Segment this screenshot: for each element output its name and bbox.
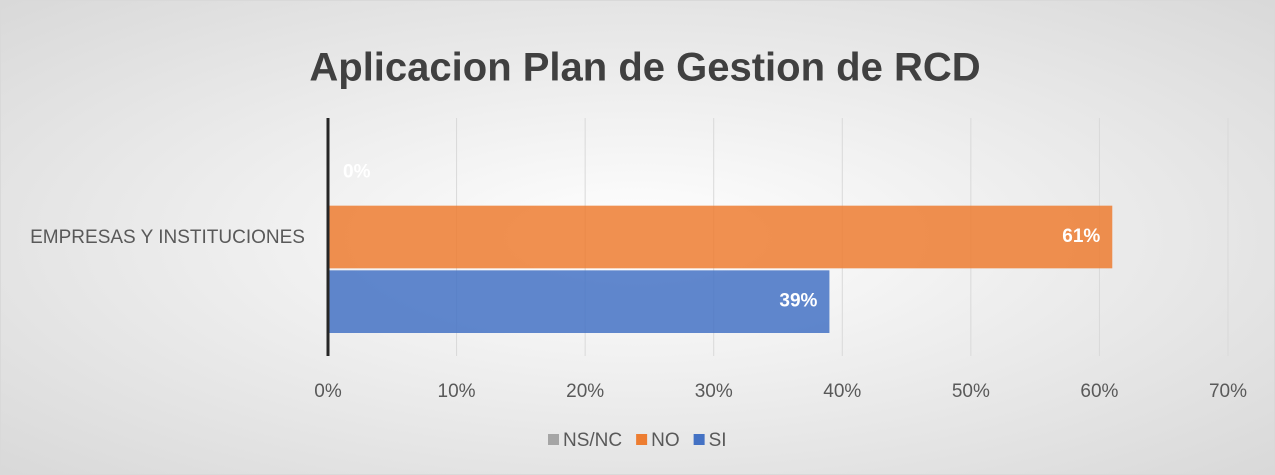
legend-swatch [636, 434, 648, 445]
legend-label: NS/NC [563, 430, 622, 451]
x-tick-label: 70% [1209, 381, 1247, 402]
legend-label: SI [709, 430, 727, 451]
legend-swatch [693, 434, 705, 445]
legend-swatch [548, 434, 559, 445]
y-tick-label: EMPRESAS Y INSTITUCIONES [30, 227, 305, 248]
x-tick-label: 20% [566, 381, 604, 402]
x-tick-label: 0% [314, 381, 342, 402]
x-tick-label: 30% [695, 381, 733, 402]
legend-label: NO [651, 430, 680, 451]
data-label: 39% [779, 291, 817, 312]
chart-title: Aplicacion Plan de Gestion de RCD [309, 46, 980, 90]
x-tick-label: 60% [1080, 381, 1118, 402]
x-tick-label: 10% [438, 381, 476, 402]
data-label: 61% [1062, 226, 1100, 247]
bar [328, 270, 830, 333]
data-label: 0% [343, 161, 371, 182]
bar [328, 205, 1113, 269]
x-tick-label: 40% [823, 381, 861, 402]
x-tick-label: 50% [952, 381, 990, 402]
